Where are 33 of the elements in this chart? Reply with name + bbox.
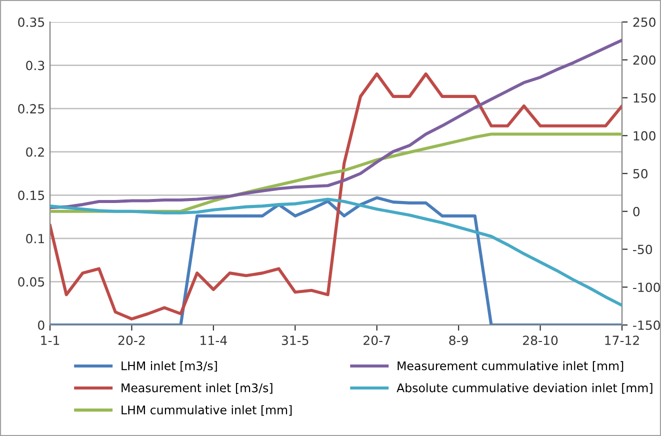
line-series: [50, 72, 622, 320]
legend-label: Measurement cummulative inlet [mm]: [398, 361, 624, 372]
x-tick-label: 11-4: [200, 336, 227, 345]
y2-tick-label: 0: [633, 206, 640, 216]
y2-tick-label: -150: [633, 320, 660, 330]
x-tick-label: 8-9: [449, 336, 468, 346]
legend-label: Measurement inlet [m3/s]: [122, 383, 272, 394]
y2-tick-label: 50: [633, 168, 648, 178]
y-tick-label: 0: [38, 320, 44, 330]
x-tick-label: 20-2: [118, 336, 145, 346]
legend-label: LHM cummulative inlet [mm]: [122, 405, 292, 416]
legend-label: LHM inlet [m3/s]: [122, 361, 217, 372]
y2-tick-label: 150: [634, 93, 656, 103]
y2-tick-label: 250: [633, 17, 656, 27]
x-tick-label: 28-10: [523, 336, 558, 346]
y-tick-label: 0.25: [18, 104, 44, 114]
y2-tick-label: 100: [634, 131, 656, 141]
y-tick-label: 0.3: [26, 60, 44, 70]
y-tick-label: 0.05: [18, 277, 44, 287]
y2-tick-label: 200: [633, 55, 656, 65]
legend-label: Absolute cummulative deviation inlet [mm]: [396, 383, 652, 394]
line-series: [50, 198, 622, 307]
y-tick-label: 0.2: [26, 147, 44, 157]
x-tick-label: 17-12: [605, 336, 639, 345]
y2-tick-label: -50: [633, 244, 652, 254]
y-tick-label: 0.35: [18, 17, 44, 27]
x-tick-label: 1-1: [41, 336, 60, 345]
y-tick-label: 0.1: [26, 234, 44, 244]
x-tick-label: 31-5: [282, 336, 308, 346]
line-series: [50, 38, 622, 210]
y2-tick-label: -100: [633, 282, 660, 292]
x-tick-label: 20-7: [364, 336, 390, 346]
y-tick-label: 0.15: [18, 190, 44, 200]
